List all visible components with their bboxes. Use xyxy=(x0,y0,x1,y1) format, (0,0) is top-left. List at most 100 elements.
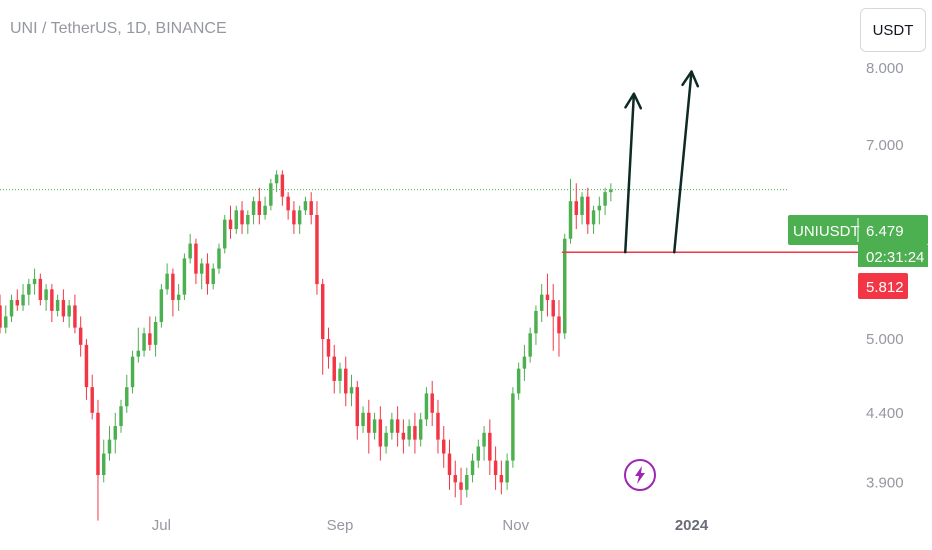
chart-title: UNI / TetherUS, 1D, BINANCE xyxy=(10,20,227,37)
candle-body xyxy=(176,294,181,301)
candle xyxy=(205,253,210,295)
candle-body xyxy=(534,310,538,334)
candle xyxy=(199,258,204,290)
candle xyxy=(136,327,141,363)
candle xyxy=(297,205,302,234)
candle xyxy=(263,196,267,220)
candle-body xyxy=(257,201,262,215)
candle xyxy=(349,374,354,407)
candle-body xyxy=(119,406,123,427)
candle-body xyxy=(563,238,567,334)
candle xyxy=(274,170,279,193)
candle xyxy=(55,294,60,317)
candle-body xyxy=(395,419,400,433)
candle-body xyxy=(165,273,169,290)
price-axis[interactable]: 3.900 4.400 5.000 7.000 8.000 xyxy=(866,60,904,491)
arrow-shaft xyxy=(624,92,636,254)
candle-body xyxy=(424,393,429,420)
candle xyxy=(534,305,538,345)
candle-body xyxy=(251,201,256,215)
candle-body xyxy=(453,475,457,483)
candle xyxy=(102,439,106,483)
candle xyxy=(113,412,117,454)
candle xyxy=(505,453,509,490)
candle xyxy=(38,273,43,306)
candle xyxy=(44,284,48,311)
candle-body xyxy=(511,393,515,461)
candle-body xyxy=(574,201,578,215)
price-tick-label: 3.900 xyxy=(866,474,904,491)
level-price-tag: 5.812 xyxy=(858,273,908,299)
lightning-bolt-icon xyxy=(635,466,645,484)
candle-body xyxy=(470,460,475,476)
candle xyxy=(372,412,377,440)
candle xyxy=(401,419,406,454)
candle-body xyxy=(246,214,250,225)
candle-body xyxy=(32,278,37,285)
arrows-group xyxy=(624,70,700,254)
candle xyxy=(539,284,544,323)
candle xyxy=(332,344,336,394)
candle xyxy=(153,316,158,357)
candle xyxy=(165,263,169,295)
candle xyxy=(50,284,54,323)
time-tick-label: 2024 xyxy=(675,517,709,534)
candle xyxy=(476,439,481,468)
candle xyxy=(148,316,152,351)
candle-body xyxy=(9,300,14,317)
candle-body xyxy=(171,273,175,301)
candle xyxy=(338,362,342,394)
candle xyxy=(355,380,360,440)
candle xyxy=(563,233,567,340)
candle xyxy=(516,362,521,400)
candle xyxy=(395,406,400,447)
candle-body xyxy=(320,284,325,340)
last-price-label: 6.479 xyxy=(866,223,904,240)
price-tick-label: 8.000 xyxy=(866,60,904,77)
candle-body xyxy=(303,201,308,211)
event-marker[interactable] xyxy=(624,459,656,491)
candle-body xyxy=(269,183,273,206)
candle-body xyxy=(148,333,152,345)
candle-body xyxy=(73,305,77,328)
candle xyxy=(171,268,175,317)
candle-body xyxy=(505,460,509,483)
candle xyxy=(182,253,187,301)
candle xyxy=(424,387,429,427)
currency-button[interactable]: USDT xyxy=(860,8,926,52)
price-tick-label: 4.400 xyxy=(866,405,904,422)
candle xyxy=(61,289,66,323)
candle-body xyxy=(38,278,43,301)
candle-body xyxy=(263,205,267,215)
candle-body xyxy=(280,174,285,197)
candle xyxy=(73,294,77,334)
candle-body xyxy=(136,350,141,357)
time-tick-label: Nov xyxy=(502,517,529,534)
candle xyxy=(430,380,434,427)
candle-body xyxy=(188,243,192,259)
candle xyxy=(251,196,256,225)
candle xyxy=(303,196,308,215)
candle xyxy=(447,439,452,490)
candle-body xyxy=(447,453,452,476)
candle xyxy=(557,300,561,357)
candle-body xyxy=(344,368,348,394)
candle-body xyxy=(597,205,602,211)
candle-body xyxy=(326,339,331,357)
candle-body xyxy=(228,219,233,230)
candle-body xyxy=(372,419,377,433)
candle-body xyxy=(476,446,481,461)
time-axis[interactable]: Jul Sep Nov 2024 xyxy=(152,517,709,534)
candle-body xyxy=(430,393,434,413)
countdown-bg xyxy=(858,245,928,267)
candle-body xyxy=(217,248,221,269)
candle xyxy=(15,289,20,311)
candle xyxy=(465,467,469,498)
candle-body xyxy=(539,294,544,311)
candle-body xyxy=(413,426,417,440)
candle-body xyxy=(153,322,158,345)
candle-body xyxy=(459,482,463,490)
candle-body xyxy=(274,174,279,184)
candle-body xyxy=(384,432,388,447)
